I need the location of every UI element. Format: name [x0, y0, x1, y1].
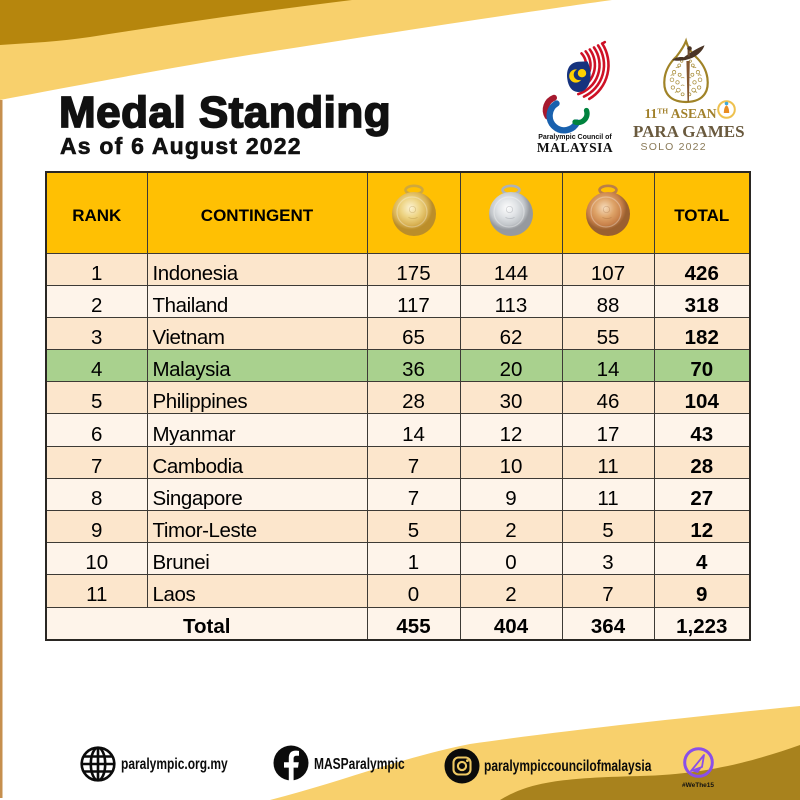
svg-text:MALAYSIA: MALAYSIA [537, 140, 613, 155]
svg-text:11TH ASEAN: 11TH ASEAN [645, 106, 717, 121]
svg-text:Paralympic Council of: Paralympic Council of [538, 134, 612, 141]
svg-text:SOLO 2022: SOLO 2022 [641, 141, 707, 153]
svg-text:PARA GAMES: PARA GAMES [633, 122, 745, 141]
svg-text:#WeThe15: #WeThe15 [682, 782, 714, 789]
